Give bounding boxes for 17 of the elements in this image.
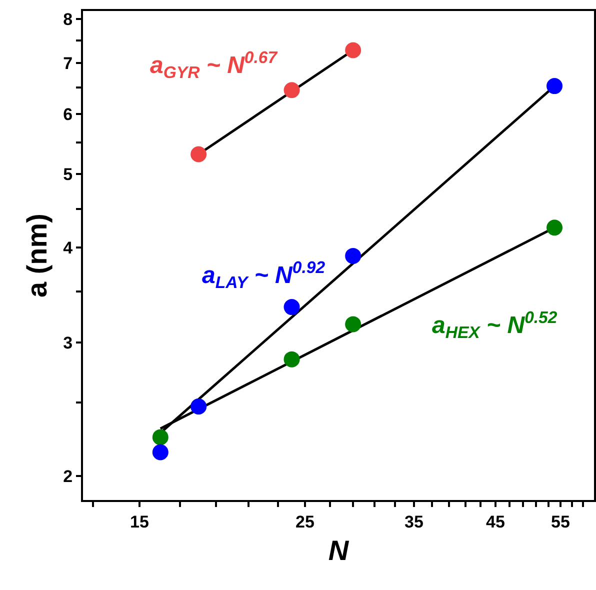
text: a$_{HEX}$ ~ N$^{0.52}$ <box>432 308 558 342</box>
x-tick-label: 35 <box>404 512 424 532</box>
y-tick-label: 4 <box>63 238 74 258</box>
y-tick-label: 5 <box>63 165 73 184</box>
series-label: a$_{LAY}$ ~ N$^{0.92}$ <box>202 258 326 292</box>
y-axis-title: a (nm) <box>21 214 52 298</box>
y-tick-label: 7 <box>63 54 73 74</box>
x-tick-label: 45 <box>486 512 505 532</box>
x-tick-label: 15 <box>130 512 149 532</box>
y-tick-label: 2 <box>63 467 73 486</box>
x-tick-label: 55 <box>550 512 570 532</box>
x-tick-label: 25 <box>296 512 314 532</box>
y-tick-label: 6 <box>63 104 73 124</box>
series-label: a$_{GYR}$ ~ N$^{0.67}$ <box>150 48 278 82</box>
x-axis-title: N <box>328 535 350 566</box>
y-tick-label: 3 <box>63 333 73 352</box>
y-tick-label: 8 <box>63 10 73 30</box>
